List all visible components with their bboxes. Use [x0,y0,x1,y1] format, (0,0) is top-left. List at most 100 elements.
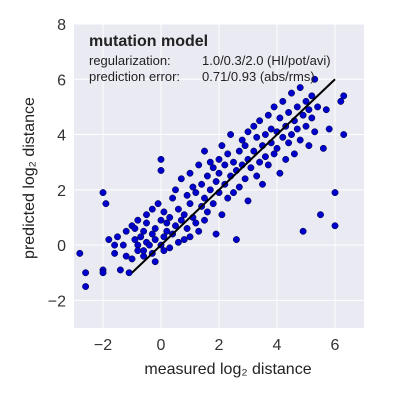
x-tick-label: 0 [157,337,166,354]
data-point [129,256,135,262]
data-point [242,176,248,182]
data-point [288,131,294,137]
data-point [196,162,202,168]
data-point [146,242,152,248]
annotation-row-value: 0.71/0.93 (abs/rms) [202,69,315,84]
data-point [161,247,167,253]
data-point [297,84,303,90]
data-point [207,187,213,193]
data-point [210,200,216,206]
data-point [216,170,222,176]
data-point [77,250,83,256]
y-tick-labels: −2 0 2 4 6 8 [48,17,66,310]
data-point [210,165,216,171]
data-point [149,206,155,212]
y-tick-label: 2 [57,183,66,200]
data-point [111,242,117,248]
x-tick-labels: −2 0 2 4 6 [94,337,340,354]
data-point [187,200,193,206]
data-point [236,184,242,190]
data-point [143,211,149,217]
annotation-row-value: 1.0/0.3/2.0 (HI/pot/avi) [202,53,331,68]
data-point [167,245,173,251]
data-point [280,98,286,104]
data-point [265,112,271,118]
data-point [236,148,242,154]
data-point [204,173,210,179]
data-point [294,104,300,110]
data-point [175,206,181,212]
data-point [288,90,294,96]
data-point [126,270,132,276]
data-point [254,173,260,179]
data-point [140,247,146,253]
annotation-row-label: regularization: [89,53,171,68]
data-point [326,126,332,132]
data-point [300,228,306,234]
data-point [332,189,338,195]
data-point [140,228,146,234]
data-point [123,228,129,234]
data-point [271,104,277,110]
data-point [341,131,347,137]
data-point [309,115,315,121]
data-point [117,267,123,273]
data-point [82,270,88,276]
data-point [201,217,207,223]
data-point [135,247,141,253]
x-tick-label: 6 [331,337,340,354]
data-point [204,209,210,215]
data-point [294,126,300,132]
data-point [181,236,187,242]
data-point [259,181,265,187]
data-point [175,239,181,245]
data-point [155,200,161,206]
data-point [306,142,312,148]
data-point [184,225,190,231]
data-point [323,106,329,112]
data-point [213,231,219,237]
x-axis-label: measured log₂ distance [144,361,311,378]
data-point [227,131,233,137]
data-point [274,145,280,151]
data-point [219,142,225,148]
data-point [225,195,231,201]
data-point [120,242,126,248]
data-point [201,148,207,154]
data-point [106,236,112,242]
data-point [314,104,320,110]
data-point [291,151,297,157]
data-point [196,228,202,234]
data-point [100,189,106,195]
annotation-row-label: prediction error: [89,69,180,84]
data-point [225,151,231,157]
data-point [187,234,193,240]
data-point [285,140,291,146]
data-point [123,253,129,259]
data-point [82,283,88,289]
y-tick-label: 6 [57,72,66,89]
data-point [262,131,268,137]
data-point [172,187,178,193]
data-point [213,178,219,184]
data-point [181,211,187,217]
data-point [317,211,323,217]
x-tick-label: −2 [94,337,112,354]
data-point [230,189,236,195]
data-point [193,189,199,195]
data-point [265,162,271,168]
data-point [114,234,120,240]
y-tick-label: 4 [57,128,66,145]
data-point [152,236,158,242]
data-point [303,123,309,129]
data-point [268,126,274,132]
data-point [283,156,289,162]
data-point [164,228,170,234]
data-point [312,129,318,135]
data-point [230,159,236,165]
data-point [219,211,225,217]
data-point [103,200,109,206]
y-tick-label: 0 [57,238,66,255]
data-point [178,176,184,182]
data-point [245,198,251,204]
